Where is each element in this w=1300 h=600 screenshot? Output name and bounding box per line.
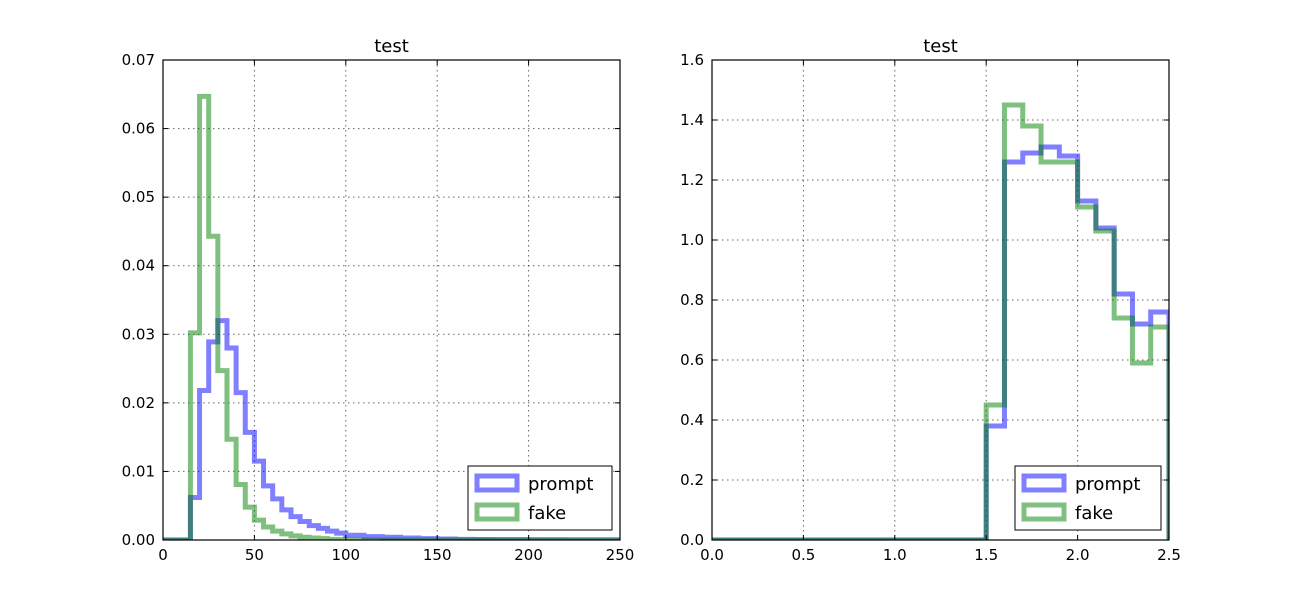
left-legend-label-fake: fake	[528, 503, 566, 524]
left-legend-label-prompt: prompt	[528, 474, 593, 495]
left-x-tick-label: 100	[331, 546, 360, 564]
right-y-tick-label: 0.8	[680, 291, 704, 309]
right-y-tick-label: 1.0	[680, 231, 704, 249]
right-chart-title: test	[923, 36, 958, 57]
left-legend-swatch-prompt	[474, 473, 520, 493]
right-x-tick-label: 0.0	[700, 546, 724, 564]
left-y-tick-label: 0.05	[122, 188, 155, 206]
left-series-fake	[163, 93, 620, 540]
left-y-tick-label: 0.04	[122, 257, 155, 275]
right-y-tick-label: 1.2	[680, 171, 704, 189]
right-x-tick-label: 1.5	[974, 546, 998, 564]
right-x-tick-label: 2.0	[1066, 546, 1090, 564]
right-y-tick-label: 1.4	[680, 111, 704, 129]
left-y-tick-label: 0.07	[122, 51, 155, 69]
right-y-tick-label: 1.6	[680, 51, 704, 69]
left-y-tick-label: 0.00	[122, 531, 155, 549]
right-x-tick-label: 2.5	[1157, 546, 1181, 564]
left-histogram-panel: 0 50 100 150 200 250 0.00 0.01 0.02 0.03 0.04 0.05 0…	[122, 36, 635, 564]
left-x-tick-label: 0	[158, 546, 168, 564]
left-legend-swatch-fake	[474, 502, 520, 522]
right-y-tick-label: 0.2	[680, 471, 704, 489]
left-y-tick-label: 0.01	[122, 462, 155, 480]
left-x-tick-label: 50	[245, 546, 264, 564]
right-y-tick-label: 0.6	[680, 351, 704, 369]
right-y-tick-label: 0.4	[680, 411, 704, 429]
left-legend: prompt fake	[467, 465, 613, 531]
left-plot-frame	[162, 59, 621, 541]
right-legend-label-prompt: prompt	[1075, 474, 1140, 495]
left-x-tick-label: 250	[606, 546, 635, 564]
right-legend: prompt fake	[1014, 465, 1162, 531]
right-series-fake	[712, 102, 1169, 540]
right-legend-swatch-prompt	[1021, 473, 1067, 493]
left-y-tick-label: 0.06	[122, 120, 155, 138]
right-legend-label-fake: fake	[1075, 503, 1113, 524]
right-x-tick-label: 0.5	[791, 546, 815, 564]
right-histogram-panel: 0.0 0.5 1.0 1.5 2.0 2.5 0.0 0.2 0.4 0.6 0.8 1.0 1.2 1…	[680, 36, 1181, 564]
left-y-tick-label: 0.03	[122, 325, 155, 343]
left-x-tick-label: 200	[514, 546, 543, 564]
left-y-tick-label: 0.02	[122, 394, 155, 412]
right-y-tick-label: 0.0	[680, 531, 704, 549]
left-chart-title: test	[374, 36, 409, 57]
right-x-tick-label: 1.0	[883, 546, 907, 564]
left-x-tick-label: 150	[423, 546, 452, 564]
right-legend-swatch-fake	[1021, 502, 1067, 522]
